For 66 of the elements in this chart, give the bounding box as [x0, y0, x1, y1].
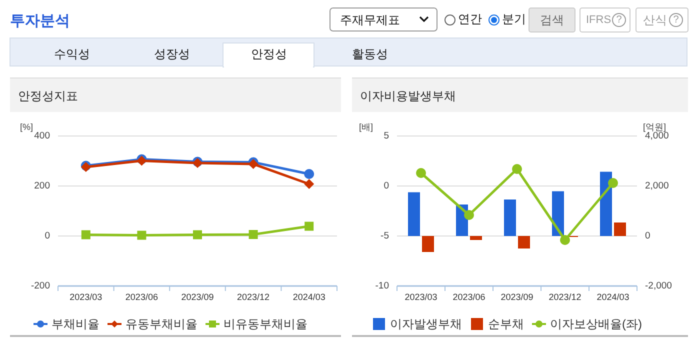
y2-tick-label: 4,000 — [645, 130, 669, 142]
help-icon: ? — [612, 13, 626, 27]
y-axis-title: [배] — [359, 122, 374, 132]
y-tick-label: 5 — [384, 130, 389, 142]
y-tick-label: -200 — [30, 280, 50, 292]
x-tick-label: 2023/12 — [237, 292, 270, 302]
bar — [518, 236, 530, 248]
legend-label: 유동부채비율 — [126, 317, 198, 331]
x-tick-label: 2023/12 — [548, 292, 582, 302]
x-tick-label: 2023/09 — [500, 292, 534, 302]
point — [608, 178, 618, 188]
bar — [408, 192, 420, 236]
y-tick-label: 400 — [34, 130, 50, 142]
text: 분기 — [502, 12, 526, 26]
text: 안정성 — [251, 47, 287, 61]
x-tick-label: 2023/09 — [181, 292, 214, 302]
point — [416, 168, 426, 178]
text: 산식 — [643, 13, 667, 27]
point — [304, 179, 314, 189]
x-tick-label: 2023/06 — [452, 292, 486, 302]
point — [560, 235, 570, 245]
y-tick-label: 0 — [44, 230, 50, 242]
bar — [422, 236, 434, 252]
x-tick-label: 2023/06 — [125, 292, 158, 302]
point — [81, 230, 90, 240]
y2-tick-label: -2,000 — [645, 280, 672, 292]
point — [304, 222, 314, 231]
text: 검색 — [540, 13, 564, 27]
text: 주재무제표 — [340, 13, 400, 27]
legend-label: 순부채 — [488, 317, 524, 331]
bar — [504, 200, 516, 236]
legend-label: 이자발생부채 — [390, 317, 462, 331]
y2-axis-title: [억원] — [643, 122, 666, 132]
x-tick-label: 2024/03 — [596, 292, 630, 302]
bar — [614, 222, 626, 236]
y-tick-label: 200 — [34, 180, 50, 192]
legend-label: 비유동부채비율 — [224, 317, 308, 331]
point — [248, 230, 258, 239]
text: 성장성 — [154, 47, 190, 61]
legend-label: 이자보상배율(좌) — [550, 317, 642, 331]
text: 연간 — [458, 12, 482, 26]
help-icon: ? — [669, 13, 683, 27]
point — [193, 230, 202, 240]
y-tick-label: -10 — [375, 280, 389, 292]
x-tick-label: 2024/03 — [292, 292, 326, 302]
text: 투자분석 — [10, 12, 70, 30]
text: 수익성 — [54, 47, 90, 61]
bar — [600, 172, 612, 236]
text: IFRS — [586, 14, 612, 26]
point — [464, 210, 474, 220]
bar — [470, 236, 482, 240]
chart-title: 안정성지표 — [18, 89, 78, 103]
x-tick-label: 2023/03 — [70, 292, 102, 302]
point — [304, 169, 314, 179]
y-axis-title: [%] — [20, 122, 34, 132]
y-tick-label: -5 — [380, 230, 389, 242]
text: 활동성 — [352, 47, 388, 61]
y-tick-label: 0 — [384, 180, 389, 192]
x-tick-label: 2023/03 — [404, 292, 438, 302]
chart-title: 이자비용발생부채 — [360, 89, 456, 103]
bar — [552, 191, 564, 236]
legend-label: 부채비율 — [52, 317, 100, 331]
y2-tick-label: 0 — [645, 230, 650, 242]
point — [512, 164, 522, 174]
point — [137, 230, 146, 240]
y2-tick-label: 2,000 — [645, 180, 669, 192]
